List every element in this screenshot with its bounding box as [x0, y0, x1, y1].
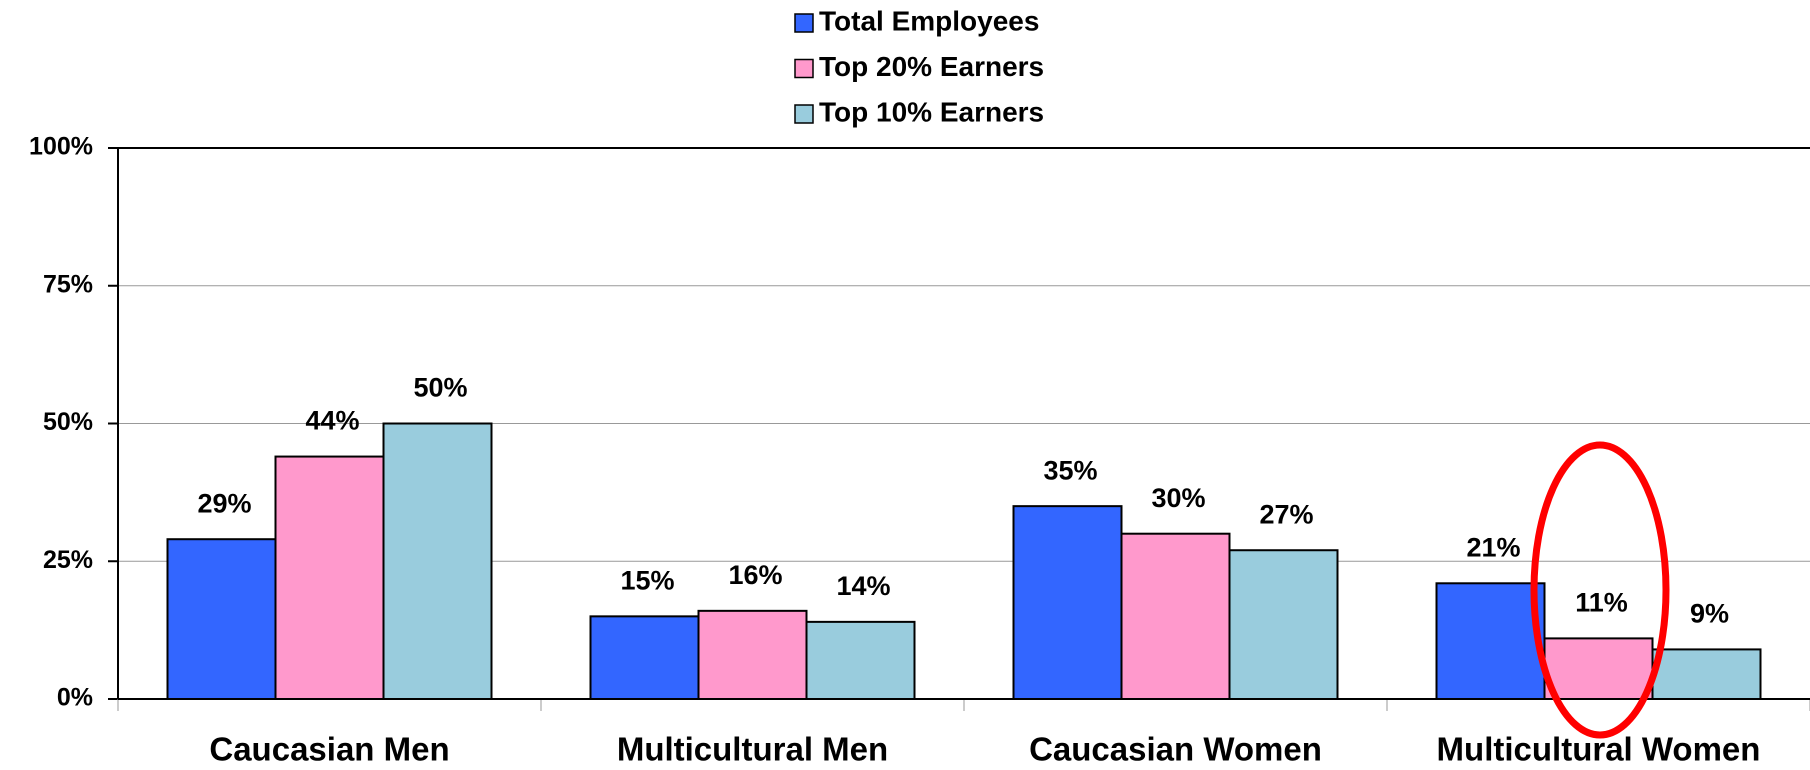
- y-tick-label: 0%: [57, 684, 93, 712]
- y-tick-label: 100%: [29, 133, 93, 161]
- data-label: 16%: [728, 560, 782, 590]
- legend-swatch: [794, 58, 814, 79]
- data-label: 50%: [413, 373, 467, 403]
- data-label: 21%: [1466, 532, 1520, 562]
- bar: [166, 538, 277, 701]
- legend-label: Top 10% Earners: [819, 96, 1044, 127]
- data-label: 35%: [1043, 455, 1097, 485]
- bar: [1435, 582, 1546, 700]
- highlight-ellipse: [1530, 441, 1670, 739]
- y-tick-label: 50%: [43, 408, 93, 436]
- legend-swatch: [794, 13, 814, 33]
- bar: [1651, 648, 1762, 700]
- plot: 0% 25% 50% 75% 100% Caucasian Men 29% 44% 50% Mul…: [29, 5, 1810, 768]
- bar: [1228, 549, 1339, 700]
- bar: [1012, 505, 1123, 700]
- data-label: 44%: [305, 406, 359, 436]
- bar: [274, 455, 385, 700]
- data-label: 29%: [197, 488, 251, 518]
- data-label: 14%: [836, 571, 890, 601]
- y-tick-label: 25%: [43, 546, 93, 574]
- bar: [697, 609, 808, 701]
- legend-label: Top 20% Earners: [819, 51, 1044, 82]
- bar: [589, 615, 700, 700]
- x-tick-label: Caucasian Men: [209, 731, 449, 768]
- bar: [1120, 532, 1231, 701]
- data-label: 11%: [1575, 588, 1628, 618]
- bar: [1543, 637, 1654, 701]
- data-label: 30%: [1151, 483, 1205, 513]
- x-tick-label: Caucasian Women: [1029, 731, 1322, 768]
- data-label: 27%: [1259, 499, 1313, 529]
- legend-swatch: [794, 104, 814, 124]
- y-tick-label: 75%: [43, 270, 93, 298]
- data-label: 15%: [620, 565, 674, 595]
- data-label: 9%: [1690, 599, 1729, 629]
- bar: [382, 422, 493, 700]
- legend-label: Total Employees: [819, 5, 1039, 36]
- bar: [805, 620, 916, 700]
- x-tick-label: Multicultural Men: [617, 731, 888, 768]
